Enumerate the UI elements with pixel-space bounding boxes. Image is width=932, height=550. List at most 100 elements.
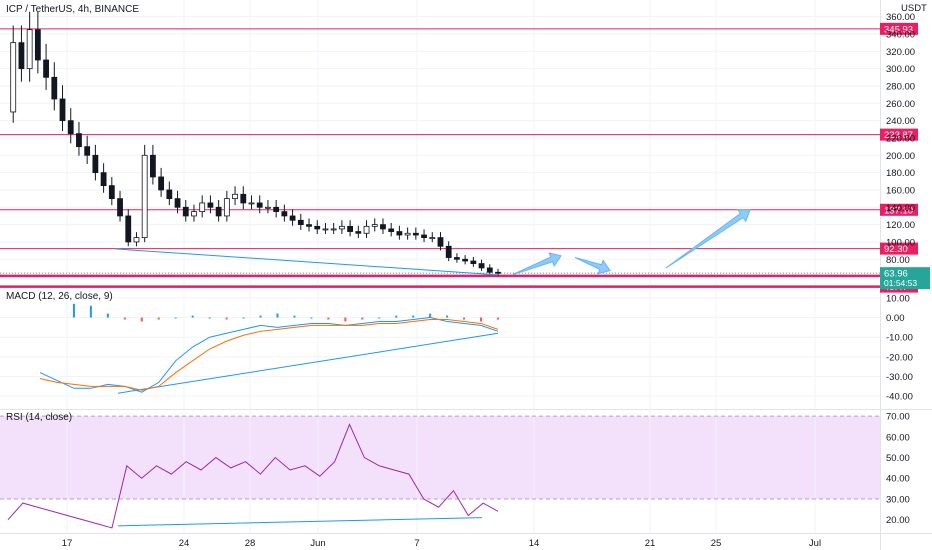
candle-body [108, 185, 115, 200]
candle-body [454, 257, 460, 260]
macd-histogram-bar [327, 317, 330, 320]
price-tick-label: 240.00 [886, 116, 915, 127]
candle-body [191, 211, 197, 217]
macd-tick-label: 10.00 [886, 293, 910, 304]
macd-pane[interactable] [0, 289, 880, 408]
candle-body [445, 245, 452, 258]
candle-body [404, 232, 411, 236]
price-tick-label: 360.00 [886, 12, 915, 23]
projection-arrow [574, 257, 611, 275]
macd-histogram-bar [259, 315, 262, 318]
macd-histogram-bar [157, 317, 160, 320]
candle-body [297, 219, 304, 226]
price-tick-label: 100.00 [886, 237, 915, 248]
time-tick-label: Jul [809, 538, 821, 549]
time-tick-label: 25 [711, 538, 722, 549]
level-badge-label: 92.30 [884, 244, 908, 255]
candle-body [149, 154, 156, 178]
current-price-badge [880, 267, 930, 290]
level-badge [880, 242, 918, 255]
rsi-trendline [117, 517, 483, 527]
macd-histogram-bar [72, 303, 75, 318]
candle-body [363, 225, 370, 234]
price-tick-label: 160.00 [886, 185, 915, 196]
candle-body [67, 120, 74, 135]
candle-body [281, 211, 288, 217]
symbol-title[interactable]: ICP / TetherUS, 4h, BINANCE [6, 4, 139, 15]
projection-arrows[interactable] [511, 209, 751, 276]
macd-histogram-bar [293, 315, 296, 318]
price-tick-label: 80.00 [886, 255, 910, 266]
rsi-title[interactable]: RSI (14, close) [6, 412, 72, 423]
macd-histogram-bar [208, 317, 211, 319]
rsi-tick-label: 70.00 [886, 412, 910, 423]
candle-body [141, 154, 148, 239]
macd-tick-label: -10.00 [886, 333, 913, 344]
candle-body [100, 172, 107, 187]
rsi-tick-label: 30.00 [886, 494, 910, 505]
candle-body [84, 146, 91, 156]
signal-line [39, 319, 499, 391]
candle-body [59, 98, 66, 122]
macd-histogram-bar [225, 317, 228, 320]
candle-body [306, 224, 312, 227]
time-tick-label: 28 [245, 538, 256, 549]
candle-body [232, 193, 238, 200]
candle-body [166, 189, 173, 200]
time-tick-label: 7 [414, 538, 419, 549]
rsi-tick-label: 60.00 [886, 432, 910, 443]
macd-title[interactable]: MACD (12, 26, close, 9) [6, 291, 113, 302]
price-tick-label: 200.00 [886, 151, 915, 162]
candle-body [412, 232, 419, 236]
candle-body [265, 206, 271, 209]
candle-body [76, 133, 82, 148]
macd-line [39, 317, 499, 393]
price-tick-label: 320.00 [886, 47, 915, 58]
price-tick-label: 220.00 [886, 133, 915, 144]
macd-tick-label: -30.00 [886, 372, 913, 383]
macd-histogram-bar [242, 317, 245, 319]
candle-body [174, 198, 181, 208]
candle-body [314, 225, 321, 230]
candle-body [380, 224, 386, 230]
candle-body [240, 193, 247, 204]
rsi-line [7, 423, 499, 529]
candle-body [125, 215, 132, 243]
macd-histogram-bar [429, 313, 432, 318]
candle-body [396, 231, 403, 236]
rsi-tick-label: 20.00 [886, 515, 910, 526]
candle-body [371, 224, 378, 227]
trendlines[interactable] [114, 248, 499, 527]
time-tick-label: 24 [179, 538, 190, 549]
macd-histogram-bar [378, 317, 381, 319]
candle-body [462, 258, 469, 262]
price-trendline [114, 248, 499, 276]
candle-body [248, 202, 255, 205]
time-tick-label: 21 [645, 538, 656, 549]
level-badge [880, 203, 918, 216]
candle-body [207, 202, 214, 208]
candle-body [338, 225, 345, 230]
candle-body [421, 234, 427, 239]
candle-body [10, 42, 17, 113]
candle-body [158, 176, 165, 191]
candle-body [273, 206, 280, 213]
level-badge [880, 22, 918, 35]
macd-histogram-bar [89, 305, 92, 318]
macd-histogram-bar [106, 313, 109, 318]
price-tick-label: 300.00 [886, 64, 915, 75]
price-tick-label: 120.00 [886, 220, 915, 231]
macd-histogram-bar [412, 315, 415, 318]
candle-body [51, 76, 58, 100]
macd-histogram-bar [276, 313, 279, 318]
macd-histogram-bar [463, 317, 466, 320]
candle-body [388, 228, 395, 232]
macd-trendline [117, 332, 499, 394]
macd-histogram-bar [191, 315, 194, 318]
countdown-label: 01:54:53 [884, 278, 917, 288]
price-tick-label: 140.00 [886, 203, 915, 214]
rsi-tick-label: 50.00 [886, 453, 910, 464]
horizontal-levels[interactable]: 345.93223.87137.1092.3060.8648.4763.9601… [0, 22, 930, 293]
macd-tick-label: -20.00 [886, 352, 913, 363]
